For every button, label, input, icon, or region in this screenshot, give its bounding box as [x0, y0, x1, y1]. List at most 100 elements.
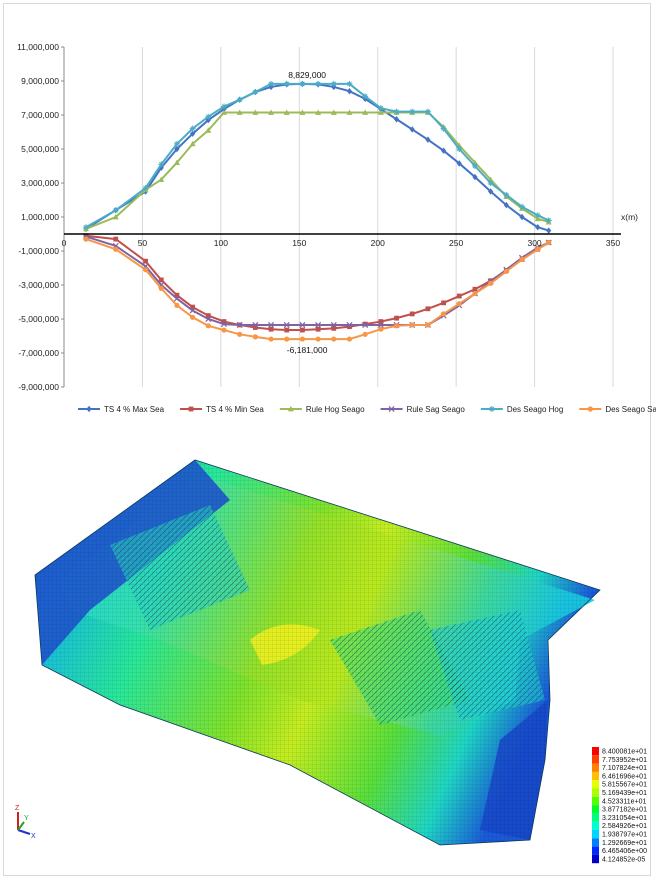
- legend-label: TS 4 % Max Sea: [104, 405, 165, 414]
- data-point: [424, 108, 431, 115]
- data-point: [142, 185, 149, 192]
- data-point: [440, 125, 447, 132]
- colorbar-label: 8.400081e+01: [602, 749, 647, 756]
- data-point: [205, 113, 212, 120]
- colorbar-label: 3.877182e+01: [602, 807, 647, 814]
- data-point: [220, 103, 227, 110]
- data-point: [315, 326, 321, 332]
- data-point: [252, 325, 258, 330]
- line-chart: 05010015020025030035011,000,0009,000,000…: [17, 42, 656, 414]
- mesh-overlay: [35, 460, 600, 845]
- data-point: [362, 109, 369, 115]
- x-tick-label: 350: [606, 238, 620, 248]
- colorbar-label: 7.107824e+01: [602, 765, 647, 772]
- data-point: [347, 324, 352, 330]
- data-point: [409, 126, 415, 133]
- data-point: [362, 93, 369, 100]
- data-point: [362, 321, 369, 328]
- legend-item: Des Seago Sag: [579, 405, 656, 414]
- plot-axes: 05010015020025030035011,000,0009,000,000…: [17, 42, 638, 392]
- data-point: [299, 109, 306, 115]
- data-point: [299, 80, 306, 87]
- data-point: [471, 163, 478, 169]
- data-point: [268, 326, 274, 332]
- y-tick-label: -3,000,000: [18, 280, 59, 290]
- data-point: [409, 311, 415, 317]
- data-point: [190, 314, 196, 320]
- data-point: [205, 127, 212, 133]
- data-point: [346, 80, 353, 87]
- triad-label-y: Y: [24, 815, 29, 822]
- data-point: [393, 108, 400, 115]
- colorbar-label: 6.465406e+00: [602, 848, 647, 855]
- legend-label: Rule Hog Seago: [306, 405, 365, 414]
- data-point: [299, 321, 306, 328]
- data-point: [362, 331, 368, 337]
- data-point: [456, 146, 463, 152]
- colorbar-swatch: [592, 763, 599, 772]
- data-point: [472, 290, 478, 297]
- x-tick-label: 300: [527, 238, 541, 248]
- data-point: [546, 227, 552, 234]
- data-point: [503, 191, 510, 198]
- data-point: [315, 80, 322, 87]
- data-point: [205, 315, 212, 323]
- data-point: [330, 80, 337, 87]
- series-5: [83, 236, 552, 342]
- data-point: [546, 239, 552, 246]
- x-axis-title: x(m): [621, 212, 638, 222]
- y-tick-label: -9,000,000: [18, 382, 59, 392]
- data-point: [409, 322, 415, 328]
- data-point: [346, 321, 353, 328]
- data-point: [488, 188, 494, 195]
- data-point: [315, 321, 322, 328]
- data-point: [205, 313, 211, 318]
- data-point: [252, 334, 258, 340]
- plot-series: [82, 80, 552, 342]
- data-point: [393, 323, 400, 329]
- colorbar-label: 2.584926e+01: [602, 823, 647, 830]
- colorbar-label: 6.461696e+01: [602, 773, 647, 780]
- x-tick-label: 150: [292, 238, 306, 248]
- data-point: [283, 321, 290, 328]
- data-point: [252, 89, 259, 96]
- data-point: [189, 307, 196, 314]
- data-point: [190, 130, 196, 137]
- data-point: [237, 331, 243, 337]
- data-point: [299, 336, 306, 342]
- colorbar-swatch: [592, 830, 599, 839]
- data-point: [112, 214, 119, 220]
- data-point: [83, 236, 89, 242]
- data-point: [488, 280, 494, 286]
- series-1: [83, 233, 552, 333]
- data-point: [456, 160, 462, 167]
- data-point: [425, 136, 431, 143]
- data-point: [393, 116, 400, 123]
- data-point: [188, 406, 194, 412]
- colorbar-label: 1.938797e+01: [602, 832, 647, 839]
- x-tick-label: 100: [214, 238, 228, 248]
- data-point: [440, 311, 447, 317]
- colorbar-swatch: [592, 796, 599, 806]
- x-tick-label: 50: [138, 238, 148, 248]
- data-point: [113, 236, 119, 242]
- legend-label: Des Seago Sag: [605, 405, 656, 414]
- data-point: [331, 83, 337, 91]
- colorbar-label: 3.231054e+01: [602, 815, 647, 822]
- data-point: [236, 96, 243, 103]
- y-tick-label: 5,000,000: [21, 144, 59, 154]
- data-point: [236, 109, 243, 115]
- data-point: [268, 336, 274, 342]
- data-point: [503, 201, 509, 209]
- data-point: [587, 406, 593, 412]
- data-point: [377, 109, 384, 115]
- axis-triad: Z Y X: [15, 805, 36, 840]
- data-point: [409, 108, 416, 115]
- data-point: [300, 327, 305, 333]
- colorbar-swatch: [592, 755, 599, 764]
- legend-item: Rule Hog Seago: [279, 405, 365, 414]
- data-point: [377, 105, 384, 112]
- data-point: [268, 321, 275, 328]
- data-point: [315, 336, 321, 342]
